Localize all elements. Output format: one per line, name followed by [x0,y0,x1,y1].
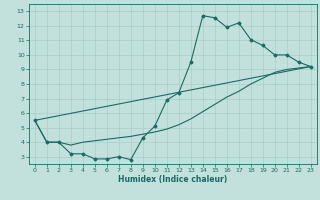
X-axis label: Humidex (Indice chaleur): Humidex (Indice chaleur) [118,175,228,184]
